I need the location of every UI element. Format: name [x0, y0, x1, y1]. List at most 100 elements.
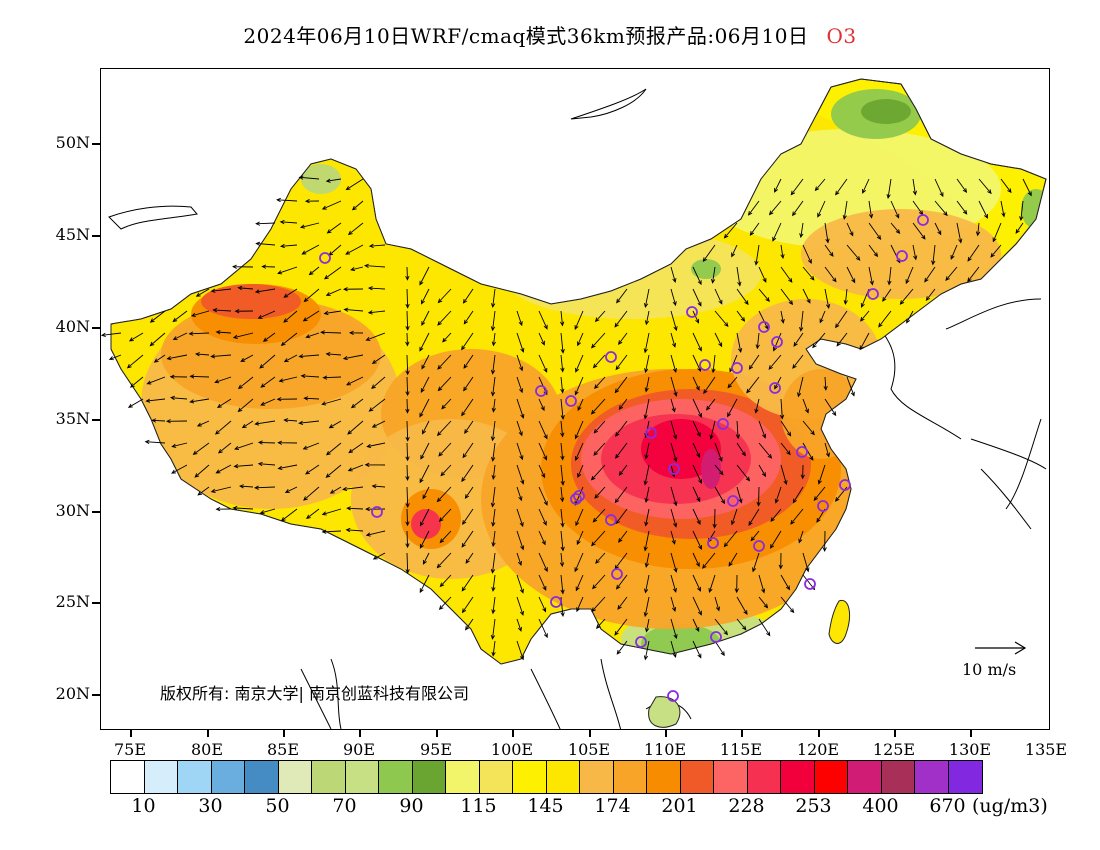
colorbar-swatch	[446, 761, 480, 793]
colorbar-label: 70	[332, 795, 357, 817]
wind-arrow	[280, 332, 298, 347]
wind-arrow	[670, 310, 678, 332]
wind-arrow	[670, 288, 677, 307]
lon-label-130e: 130E	[948, 740, 992, 759]
colorbar-swatch	[278, 761, 312, 793]
station-marker	[686, 306, 698, 318]
wind-arrow	[463, 310, 474, 325]
wind-arrow	[214, 420, 232, 435]
wind-arrow	[216, 398, 232, 408]
wind-arrow	[692, 552, 700, 568]
wind-arrow	[241, 420, 254, 429]
wind-arrow	[538, 420, 548, 440]
wind-arrow	[758, 442, 773, 459]
wind-arrow	[727, 398, 738, 418]
wind-arrow	[670, 530, 676, 545]
wind-arrow	[931, 244, 936, 266]
station-marker	[605, 514, 617, 526]
wind-arrow	[538, 574, 547, 591]
lon-label-95e: 95E	[419, 740, 453, 759]
wind-arrow	[516, 508, 524, 528]
wind-arrow	[283, 354, 298, 363]
wind-arrow	[342, 287, 364, 292]
wind-arrow	[283, 418, 298, 423]
wind-arrow	[325, 288, 342, 296]
wind-arrow	[276, 197, 298, 203]
wind-arrow	[772, 332, 782, 352]
wind-arrow	[736, 288, 749, 306]
wind-arrow	[342, 354, 364, 361]
station-marker	[645, 427, 657, 439]
station-marker	[727, 495, 739, 507]
wind-arrow	[618, 530, 628, 543]
wind-arrow	[614, 618, 628, 636]
title-text: 2024年06月10日WRF/cmaq模式36km预报产品:06月10日	[243, 24, 809, 48]
lon-label-75e: 75E	[113, 740, 147, 759]
wind-arrow	[736, 464, 751, 482]
wind-arrow	[239, 484, 254, 489]
wind-arrow	[298, 175, 320, 180]
wind-arrow	[860, 310, 870, 322]
wind-arrow	[516, 332, 525, 353]
wind-arrow	[465, 618, 474, 631]
wind-arrow	[575, 508, 584, 527]
wind-arrow	[149, 310, 166, 323]
wind-arrow	[194, 352, 210, 357]
wind-arrow	[899, 288, 914, 305]
wind-arrow	[560, 376, 565, 394]
lon-tick	[970, 730, 972, 737]
lat-tick	[92, 327, 100, 329]
wind-arrow	[303, 486, 320, 501]
wind-arrow	[437, 288, 452, 304]
wind-arrow	[575, 442, 584, 462]
wind-arrow	[644, 552, 650, 568]
wind-arrow	[538, 310, 548, 330]
wind-arrow	[714, 310, 729, 328]
wind-arrow	[438, 508, 452, 522]
wind-arrow	[824, 222, 830, 244]
concentration-blob	[411, 509, 441, 539]
wind-arrow	[868, 200, 874, 219]
wind-arrow	[615, 354, 628, 371]
wind-arrow	[490, 310, 496, 332]
wind-arrow	[302, 310, 320, 322]
station-marker	[668, 463, 680, 475]
wind-arrow	[617, 332, 628, 345]
wind-arrow	[405, 530, 410, 549]
wind-arrow	[824, 244, 834, 257]
colorbar-label: 228	[728, 795, 765, 817]
wind-arrow	[516, 420, 523, 437]
colorbar-label: 90	[399, 795, 424, 817]
wind-arrow	[538, 552, 548, 573]
wind-arrow	[644, 574, 650, 594]
station-marker	[839, 479, 851, 491]
wind-arrow	[421, 288, 430, 305]
wind-arrow	[438, 596, 452, 610]
wind-arrow	[365, 530, 386, 537]
wind-arrow	[670, 552, 678, 573]
wind-arrow	[419, 530, 430, 549]
lon-label-110e: 110E	[643, 740, 687, 759]
wind-arrow	[593, 420, 606, 434]
wind-arrow	[305, 332, 320, 339]
wind-arrow	[321, 529, 342, 534]
wind-arrow	[575, 354, 584, 373]
wind-arrow	[144, 439, 166, 445]
wind-arrow	[934, 200, 948, 217]
wind-arrow	[419, 464, 430, 484]
wind-arrow	[670, 332, 677, 348]
lon-label-100e: 100E	[490, 740, 534, 759]
wind-arrow	[790, 178, 804, 196]
station-marker	[917, 214, 929, 226]
wind-arrow	[189, 374, 210, 379]
colorbar	[110, 760, 983, 794]
wind-arrow	[463, 354, 474, 369]
wind-arrow	[836, 332, 848, 347]
lat-label-20n: 20N	[55, 684, 90, 703]
wind-arrow	[538, 618, 548, 639]
wind-arrow	[835, 178, 848, 196]
wind-arrow	[835, 310, 848, 329]
wind-arrow	[967, 266, 980, 283]
wind-arrow	[616, 288, 628, 304]
wind-arrow	[516, 618, 522, 632]
